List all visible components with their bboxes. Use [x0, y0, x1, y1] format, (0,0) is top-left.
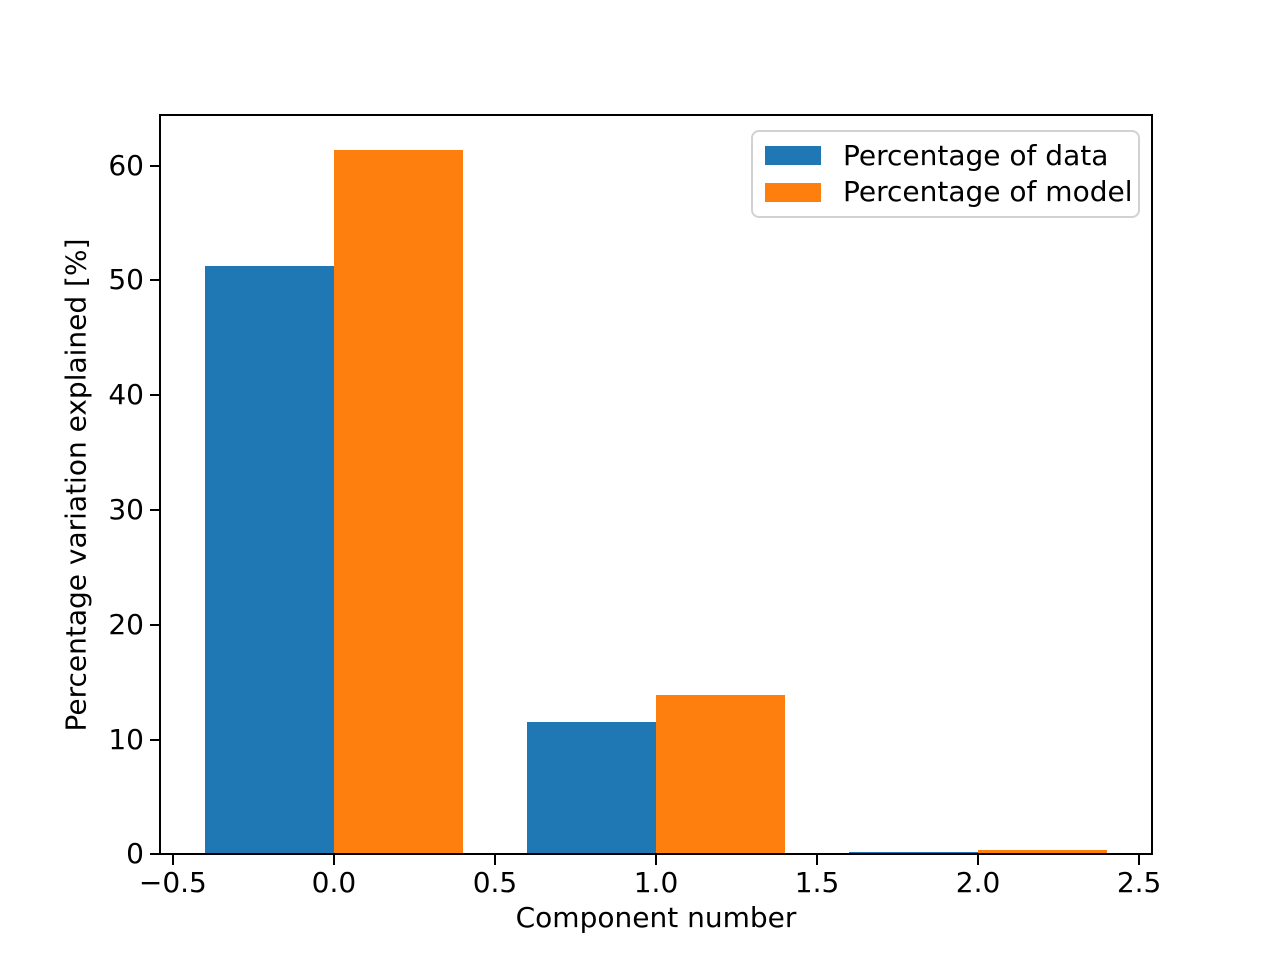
bar-series1-component2	[978, 849, 1107, 855]
y-tick-label: 0	[126, 837, 144, 871]
x-tick-label: 2.0	[955, 866, 1001, 899]
x-tick-mark	[171, 855, 174, 865]
legend: Percentage of data Percentage of model	[751, 130, 1140, 218]
y-tick-mark	[150, 738, 160, 741]
y-tick-label: 30	[108, 493, 144, 527]
x-tick-label: 1.5	[794, 866, 840, 899]
bars-layer	[160, 115, 1152, 855]
x-tick-label: 0.0	[311, 866, 357, 899]
x-tick-mark	[816, 855, 819, 865]
bar-series0-component1	[527, 721, 656, 855]
legend-label-model: Percentage of model	[843, 175, 1133, 209]
x-tick-mark	[977, 855, 980, 865]
y-tick-mark	[150, 279, 160, 282]
y-tick-mark	[150, 509, 160, 512]
x-tick-label: −0.5	[138, 866, 207, 899]
legend-swatch-data	[765, 146, 821, 166]
y-tick-label: 40	[108, 378, 144, 412]
legend-label-data: Percentage of data	[843, 138, 1109, 172]
x-tick-label: 2.5	[1116, 866, 1162, 899]
x-tick-label: 0.5	[472, 866, 518, 899]
x-axis-label: Component number	[515, 901, 797, 934]
bar-series0-component0	[205, 266, 334, 855]
y-tick-mark	[150, 623, 160, 626]
bar-series1-component1	[656, 695, 785, 855]
x-tick-mark	[1138, 855, 1141, 865]
y-axis-label: Percentage variation explained [%]	[59, 238, 93, 732]
bar-series1-component0	[333, 150, 463, 855]
y-tick-label: 20	[108, 607, 144, 641]
x-tick-label: 1.0	[633, 866, 679, 899]
legend-swatch-model	[765, 182, 821, 202]
legend-item-model: Percentage of model	[765, 175, 1133, 209]
y-tick-label: 60	[108, 148, 144, 182]
legend-item-data: Percentage of data	[765, 139, 1126, 173]
x-tick-mark	[493, 855, 496, 865]
y-tick-label: 10	[108, 722, 144, 756]
y-tick-mark	[150, 164, 160, 167]
y-tick-mark	[150, 394, 160, 397]
x-tick-mark	[655, 855, 657, 865]
x-tick-mark	[332, 855, 335, 865]
bar-series0-component2	[849, 851, 979, 855]
y-tick-mark	[150, 853, 160, 856]
y-tick-label: 50	[108, 263, 144, 297]
